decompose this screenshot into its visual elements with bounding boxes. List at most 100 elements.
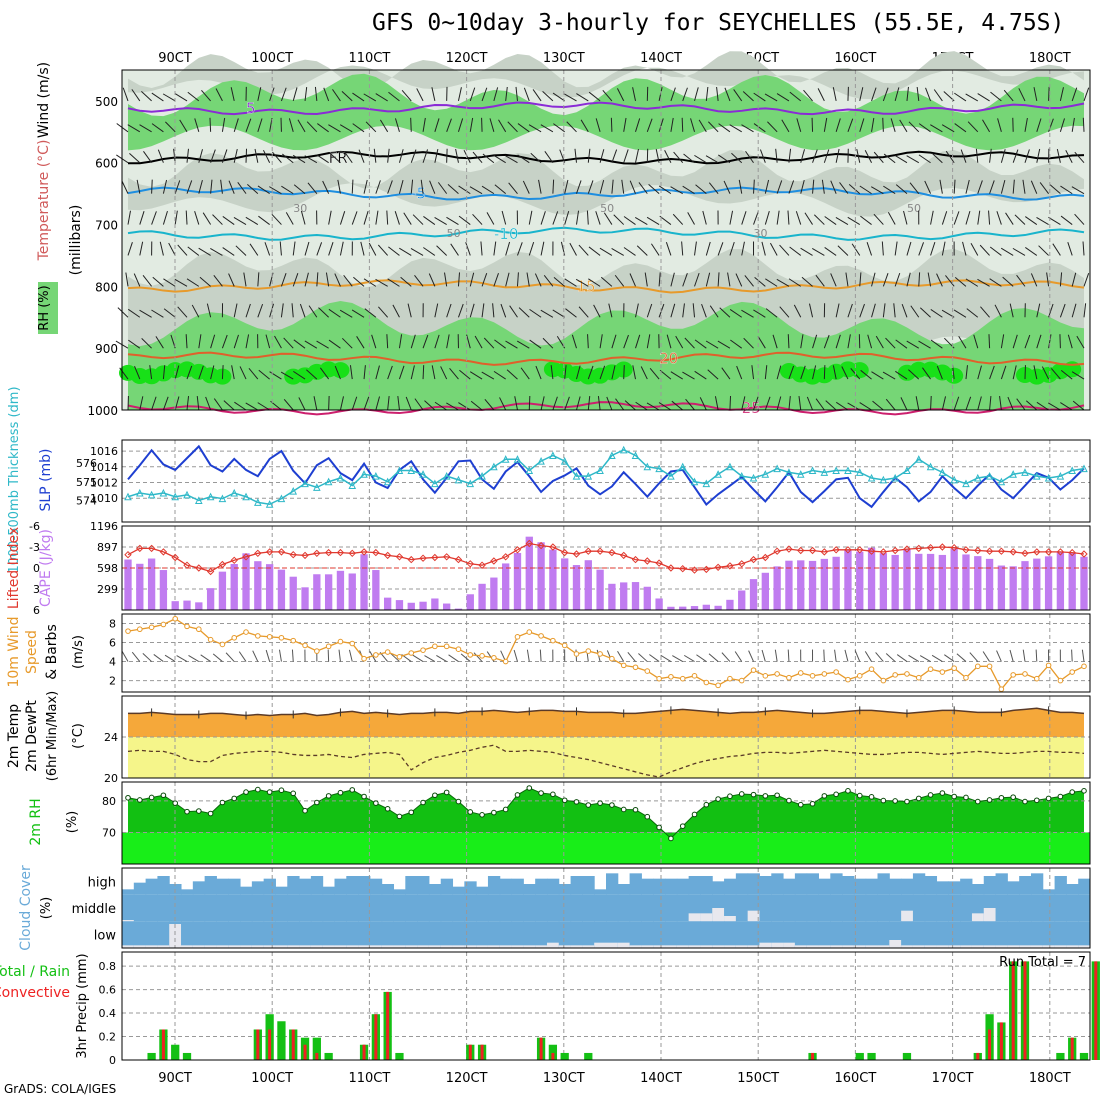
wind-barb — [776, 396, 782, 411]
cape-panel — [122, 525, 1090, 610]
wind-barb — [544, 150, 554, 164]
wind-barb — [635, 148, 639, 163]
cloud-high-bar — [499, 878, 513, 895]
wind-barb — [552, 309, 565, 318]
rh-mid-band — [128, 150, 1084, 217]
wind-barb — [1000, 365, 1007, 380]
wind-barb — [279, 241, 282, 256]
wind-barb — [553, 276, 566, 287]
rh-marker — [148, 794, 155, 801]
wind-barb — [141, 337, 152, 349]
cape-bar — [395, 600, 404, 610]
cape-bar — [431, 598, 439, 610]
lifted-tick: 6 — [33, 604, 40, 617]
wind-speed-marker — [856, 673, 863, 679]
wind-barb — [1024, 117, 1028, 132]
wind-barb — [428, 273, 436, 287]
cloud-high-bar — [688, 876, 701, 895]
wind-barb — [489, 118, 495, 132]
wind-speed-marker — [491, 654, 497, 661]
wind-barb — [1060, 369, 1073, 380]
bottom-time-label: 90CT — [158, 1071, 192, 1086]
wind-barb — [375, 210, 379, 225]
cape-bar — [679, 606, 687, 610]
wind-barb — [800, 149, 805, 163]
wind-barb — [930, 241, 936, 256]
rh-marker — [727, 793, 733, 799]
rh-marker — [408, 809, 415, 816]
cloud-high-bar — [452, 886, 465, 895]
wind-barb — [922, 367, 931, 380]
wind-barb — [871, 87, 877, 102]
cloud-middle-bar — [417, 894, 430, 922]
dewpoint-line — [127, 744, 1085, 778]
wind-barb — [890, 118, 896, 132]
surface-wind-barb — [660, 654, 672, 662]
thickness-marker — [135, 488, 144, 497]
thickness-marker — [348, 481, 357, 489]
rh-marker — [361, 793, 367, 800]
wind-barb — [245, 334, 250, 349]
lifted-marker — [820, 548, 829, 556]
cape-bar — [230, 563, 238, 610]
wind-barb — [566, 121, 577, 133]
cape-bar — [797, 560, 805, 610]
top-time-label: 180CT — [1029, 51, 1071, 66]
cloud-low-bar — [1030, 921, 1044, 948]
wind-barb — [576, 365, 581, 380]
thickness-marker — [914, 455, 923, 463]
wind-barb — [1038, 245, 1049, 256]
wind-barb — [1046, 272, 1050, 287]
wind-barb — [808, 303, 814, 318]
wind-barb — [334, 273, 341, 287]
lifted-marker — [631, 555, 640, 564]
cape-bar — [1080, 556, 1088, 610]
thickness-marker — [159, 488, 168, 497]
cape-bar — [608, 583, 616, 610]
wind-barb — [304, 241, 310, 256]
wind-barb — [659, 215, 672, 225]
wind-barb — [457, 303, 464, 318]
isotherm-line — [127, 186, 1085, 201]
wind-speed-marker — [455, 646, 462, 652]
precip-total-bar — [182, 1052, 192, 1060]
wind-barb — [776, 365, 782, 380]
lifted-marker — [915, 544, 923, 553]
cloud-middle-bar — [216, 894, 229, 922]
cloud-low-bar — [853, 921, 867, 948]
bottom-time-label: 150CT — [737, 1071, 779, 1086]
rh-marker — [585, 802, 592, 808]
wind-barb — [741, 396, 746, 411]
wind-barb — [540, 241, 545, 256]
wind-barb — [420, 179, 424, 194]
wind-barb — [646, 303, 653, 318]
wind-barb — [493, 370, 506, 380]
cloud-low-cover — [216, 945, 229, 948]
lifted-marker — [147, 544, 156, 553]
cloud-low-cover — [145, 945, 158, 948]
precip-convective-bar — [268, 1029, 272, 1060]
bottom-time-label: 140CT — [640, 1071, 682, 1086]
wind-barb — [387, 148, 390, 163]
surface-wind-barb — [696, 654, 707, 662]
cloud-middle-bar — [830, 894, 843, 922]
wind-barb — [999, 396, 1002, 411]
temp-tick: 24 — [104, 731, 118, 744]
wind-barb — [982, 119, 991, 133]
cloud-low-bar — [499, 921, 513, 948]
top-time-label: 110CT — [348, 51, 390, 66]
rh-panel — [122, 782, 1090, 864]
wind-barb — [482, 153, 495, 164]
surface-wind-barb — [774, 649, 778, 662]
cape-bar — [749, 579, 758, 610]
wind-barb — [859, 118, 865, 132]
cloud-low-bar — [322, 921, 335, 948]
precip-convective-bar — [1094, 961, 1098, 1060]
cloud-middle-bar — [440, 894, 454, 922]
cape-bar — [1044, 556, 1053, 610]
wind-barb — [162, 365, 166, 380]
cloud-middle-bar — [428, 894, 442, 922]
wind-barb — [965, 396, 972, 411]
wind-speed-marker — [255, 633, 261, 639]
precip-total-bar — [560, 1052, 569, 1060]
